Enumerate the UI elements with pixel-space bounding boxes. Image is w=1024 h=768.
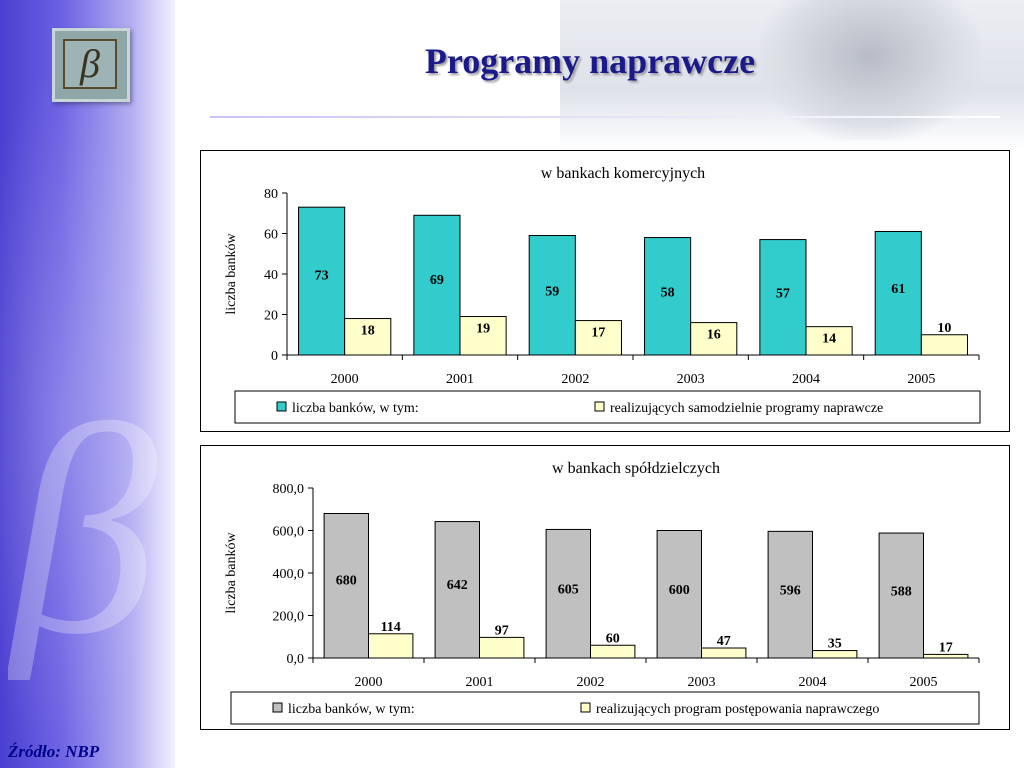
x-tick-label: 2000 bbox=[331, 372, 359, 387]
legend-box bbox=[234, 390, 981, 424]
data-label: 605 bbox=[558, 582, 579, 597]
y-tick-label: 0 bbox=[271, 349, 278, 364]
data-label: 17 bbox=[591, 326, 605, 341]
x-tick-label: 2004 bbox=[792, 372, 820, 387]
x-tick-label: 2003 bbox=[688, 675, 716, 690]
decorative-side-band bbox=[0, 0, 175, 768]
bar bbox=[545, 528, 592, 659]
y-tick-label: 0,0 bbox=[287, 652, 305, 667]
legend-swatch bbox=[276, 401, 287, 412]
data-label: 47 bbox=[717, 634, 731, 649]
x-tick-label: 2004 bbox=[799, 675, 827, 690]
logo-glyph: β bbox=[80, 41, 100, 86]
chart-title: w bankach komercyjnych bbox=[541, 165, 705, 182]
legend-label: liczba banków, w tym: bbox=[288, 702, 415, 717]
data-label: 16 bbox=[707, 328, 721, 343]
x-tick-label: 2000 bbox=[355, 675, 383, 690]
legend-label: realizujących samodzielnie programy napr… bbox=[610, 401, 883, 416]
y-tick-label: 600,0 bbox=[273, 525, 305, 540]
slide-title: Programy naprawcze bbox=[424, 41, 756, 81]
data-label: 114 bbox=[381, 620, 401, 635]
bar bbox=[590, 644, 636, 659]
y-tick-label: 40 bbox=[264, 268, 278, 283]
x-tick-label: 2002 bbox=[577, 675, 605, 690]
y-tick-label: 60 bbox=[264, 228, 278, 243]
legend-swatch bbox=[594, 401, 605, 412]
y-tick-label: 20 bbox=[264, 309, 278, 324]
chart-panel-commercial: w bankach komercyjnych liczba banków 0 20 40… bbox=[200, 150, 1010, 432]
bar bbox=[413, 214, 461, 356]
title-divider bbox=[210, 116, 1000, 118]
x-tick-label: 2003 bbox=[677, 372, 705, 387]
chart-title: w bankach spółdzielczych bbox=[552, 460, 720, 477]
legend-label: liczba banków, w tym: bbox=[292, 401, 419, 416]
x-tick-label: 2001 bbox=[446, 372, 474, 387]
bar bbox=[574, 320, 622, 356]
bar bbox=[701, 647, 747, 659]
bar bbox=[690, 322, 738, 356]
legend-swatch bbox=[580, 702, 591, 713]
bar bbox=[920, 334, 968, 356]
bar bbox=[344, 318, 392, 356]
bar bbox=[767, 530, 813, 659]
bar bbox=[878, 532, 924, 659]
bar bbox=[759, 239, 807, 356]
legend-swatch bbox=[272, 702, 283, 713]
data-label: 588 bbox=[891, 584, 912, 599]
bar bbox=[528, 235, 576, 356]
data-label: 69 bbox=[430, 273, 444, 288]
bar bbox=[656, 530, 703, 659]
bar bbox=[805, 326, 853, 356]
bar bbox=[479, 636, 525, 659]
x-tick-label: 2001 bbox=[466, 675, 494, 690]
bar bbox=[812, 650, 858, 659]
legend-label: realizujących program postępowania napra… bbox=[596, 702, 879, 717]
data-label: 60 bbox=[606, 631, 620, 646]
x-tick-label: 2002 bbox=[561, 372, 589, 387]
chart-panel-cooperative: w bankach spółdzielczych liczba banków 0,0… bbox=[200, 445, 1010, 730]
data-label: 642 bbox=[447, 578, 468, 593]
chart-commercial-banks: w bankach komercyjnych liczba banków 0 20 40… bbox=[224, 165, 981, 424]
y-tick-label: 200,0 bbox=[273, 610, 305, 625]
y-tick-label: 800,0 bbox=[273, 482, 305, 497]
bar bbox=[923, 653, 969, 659]
data-label: 97 bbox=[495, 623, 509, 638]
data-label: 14 bbox=[822, 332, 836, 347]
bar bbox=[644, 237, 692, 356]
data-label: 58 bbox=[661, 285, 675, 300]
bar bbox=[368, 633, 414, 659]
bar bbox=[459, 316, 507, 356]
y-axis-label: liczba banków bbox=[224, 531, 239, 613]
data-label: 596 bbox=[780, 583, 801, 598]
source-note: Źródło: NBP bbox=[8, 742, 100, 761]
data-label: 59 bbox=[545, 284, 559, 299]
watermark-logo: β bbox=[8, 400, 158, 680]
y-axis-label: liczba banków bbox=[224, 232, 239, 314]
bank-logo: β bbox=[52, 28, 130, 102]
chart-cooperative-banks: w bankach spółdzielczych liczba banków 0,0… bbox=[224, 460, 980, 725]
data-label: 57 bbox=[776, 287, 790, 302]
data-label: 18 bbox=[361, 324, 375, 339]
data-label: 17 bbox=[939, 640, 953, 655]
y-tick-label: 400,0 bbox=[273, 567, 305, 582]
legend-box bbox=[230, 691, 980, 725]
x-tick-label: 2005 bbox=[907, 372, 935, 387]
bar bbox=[323, 513, 369, 659]
data-label: 10 bbox=[937, 321, 951, 336]
x-tick-label: 2005 bbox=[910, 675, 938, 690]
data-label: 19 bbox=[476, 322, 490, 337]
y-tick-label: 80 bbox=[264, 187, 278, 202]
data-label: 600 bbox=[669, 583, 690, 598]
data-label: 35 bbox=[828, 637, 842, 652]
bar bbox=[874, 230, 922, 356]
bar bbox=[298, 206, 346, 356]
bar bbox=[434, 521, 481, 659]
data-label: 73 bbox=[315, 269, 329, 284]
data-label: 680 bbox=[336, 574, 357, 589]
data-label: 61 bbox=[891, 282, 905, 297]
